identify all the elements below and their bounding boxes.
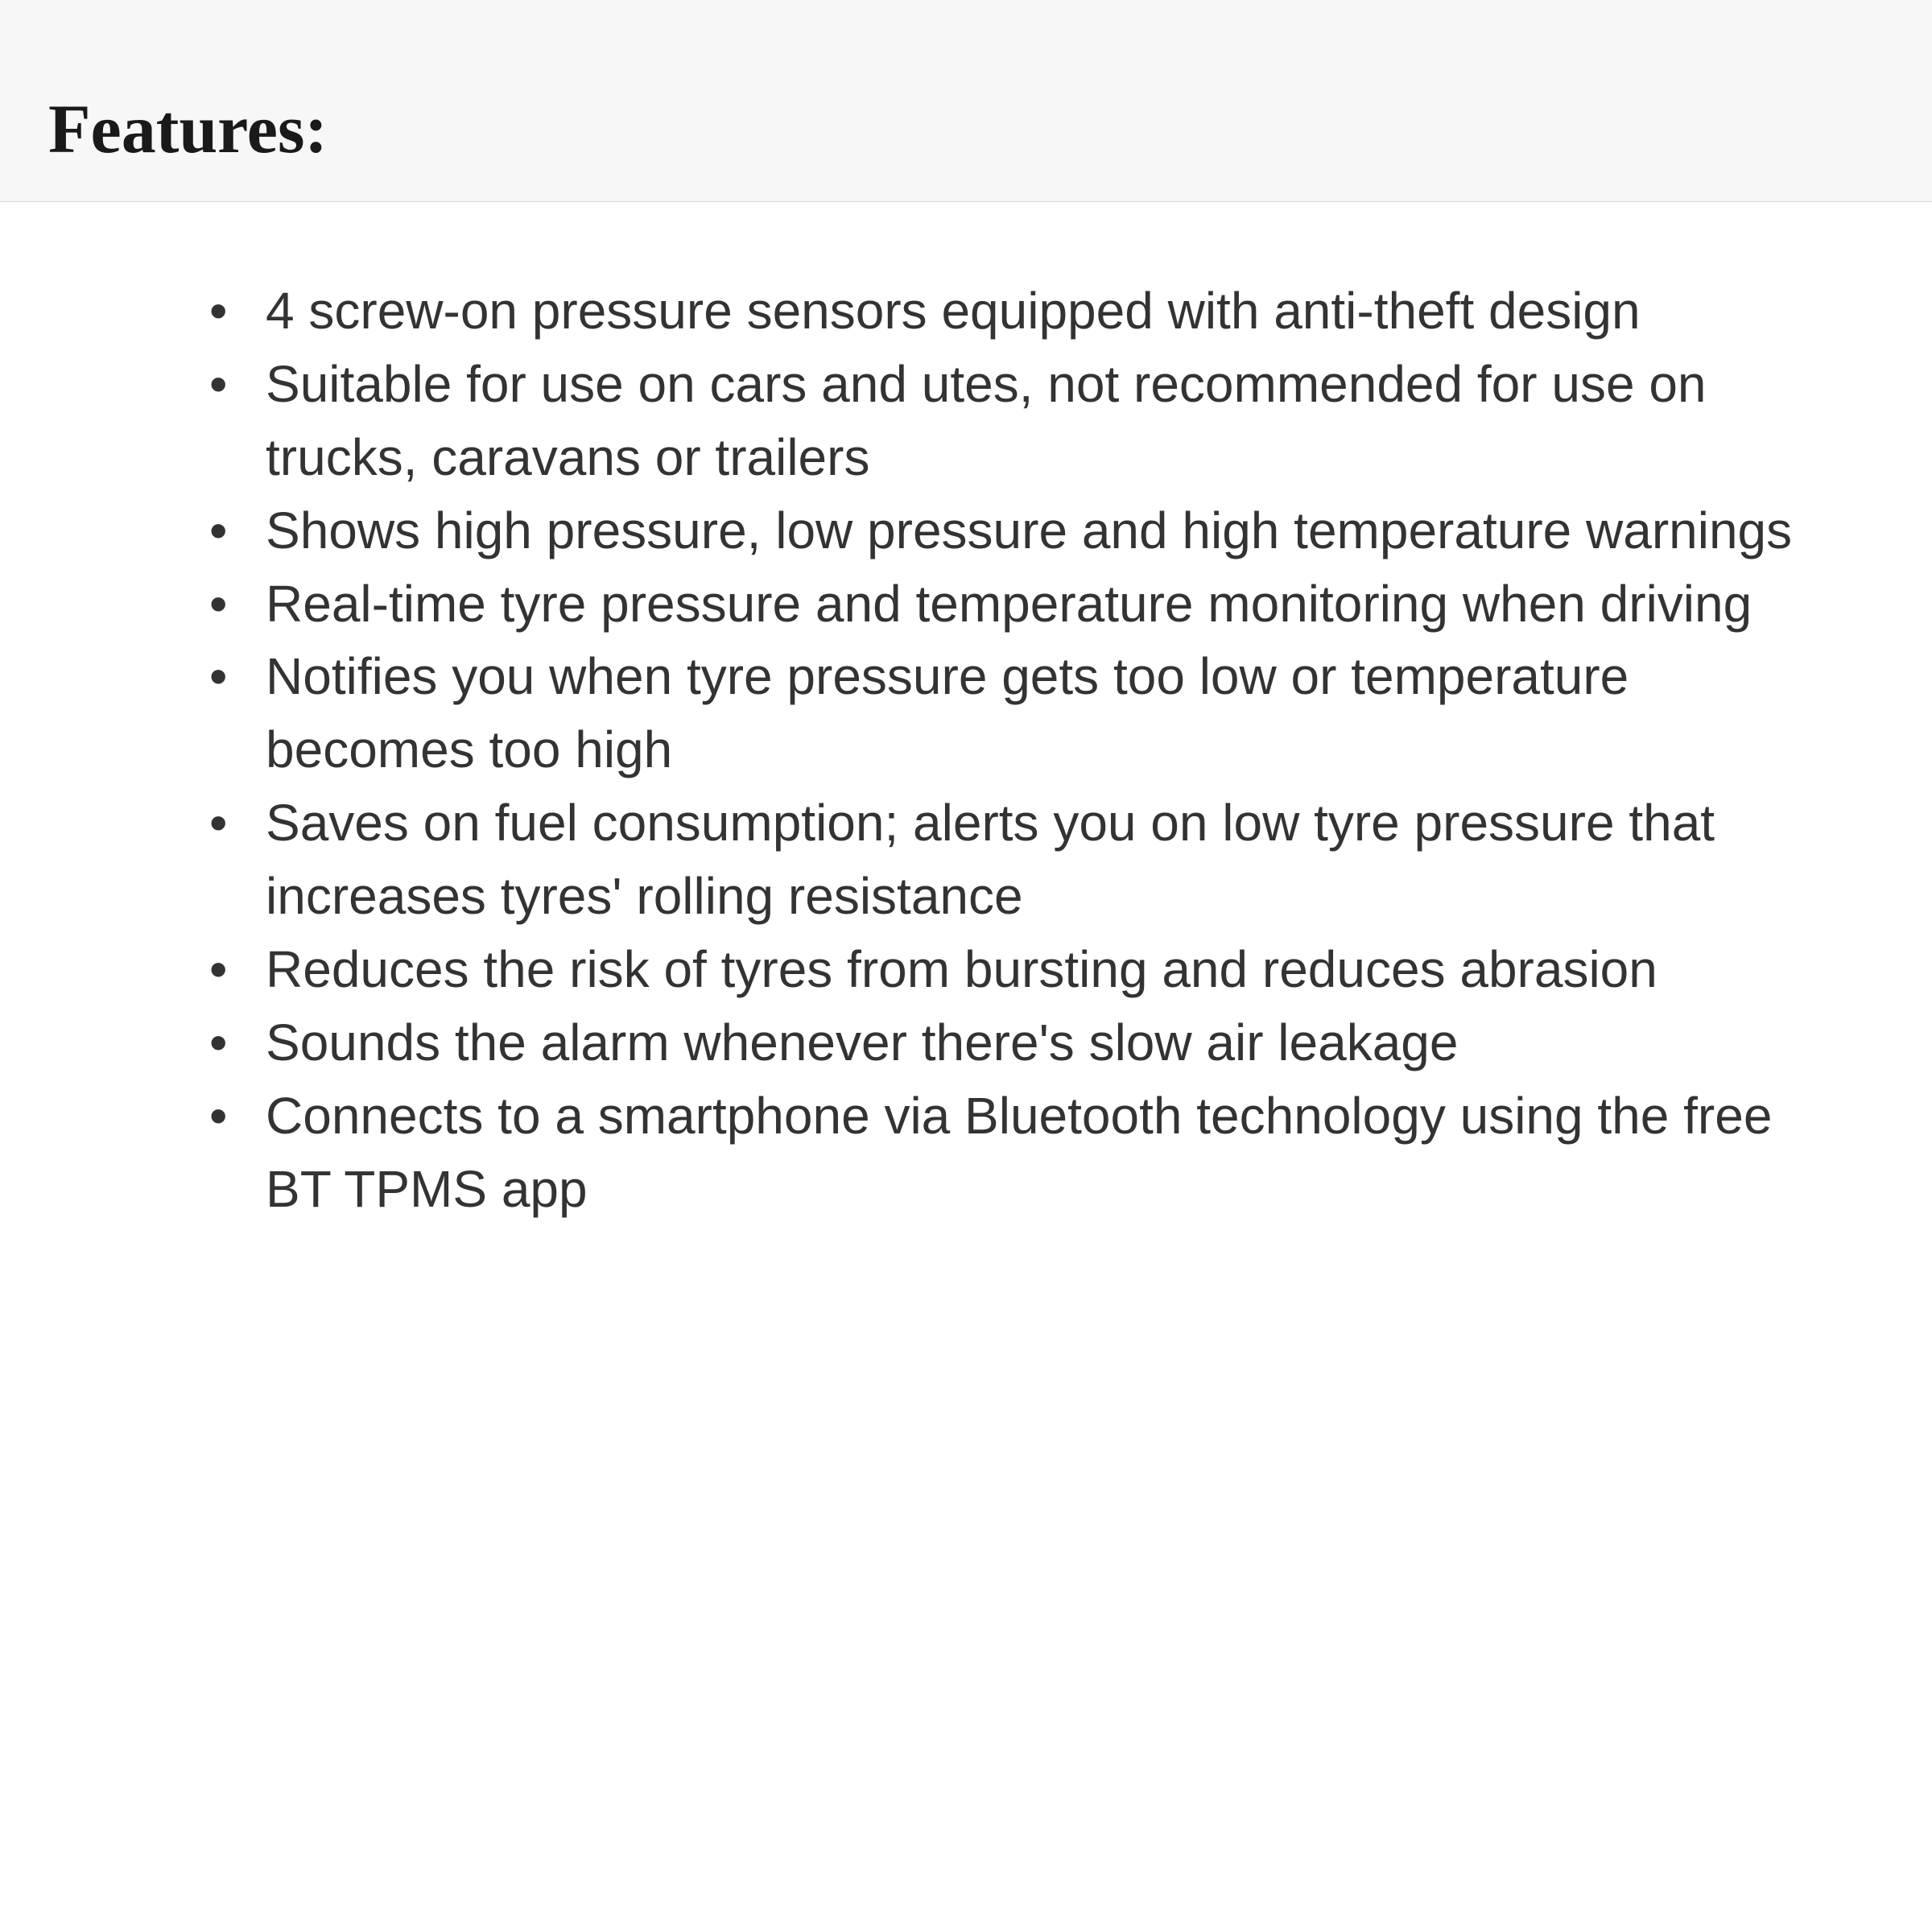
page: Features: 4 screw-on pressure sensors eq… [0, 0, 1932, 1932]
features-header: Features: [0, 0, 1932, 202]
list-item: Sounds the alarm whenever there's slow a… [209, 1006, 1827, 1080]
list-item: Connects to a smartphone via Bluetooth t… [209, 1080, 1827, 1226]
list-item: Suitable for use on cars and utes, not r… [209, 348, 1827, 494]
list-item: Real-time tyre pressure and temperature … [209, 568, 1827, 641]
list-item: Shows high pressure, low pressure and hi… [209, 494, 1827, 568]
list-item: Saves on fuel consumption; alerts you on… [209, 786, 1827, 933]
list-item: Reduces the risk of tyres from bursting … [209, 933, 1827, 1006]
features-body: 4 screw-on pressure sensors equipped wit… [0, 202, 1932, 1225]
features-list: 4 screw-on pressure sensors equipped wit… [105, 275, 1827, 1225]
list-item: Notifies you when tyre pressure gets too… [209, 640, 1827, 786]
list-item: 4 screw-on pressure sensors equipped wit… [209, 275, 1827, 348]
features-heading: Features: [48, 89, 1884, 169]
